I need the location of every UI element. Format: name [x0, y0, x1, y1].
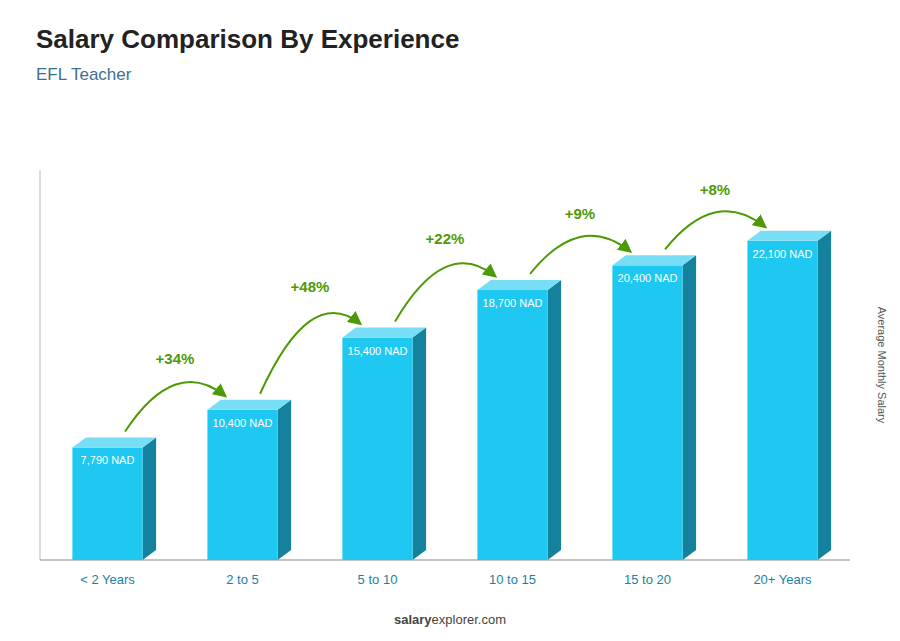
change-label: +9%: [565, 205, 595, 222]
x-tick-label: 2 to 5: [226, 572, 259, 587]
bar: [612, 265, 682, 560]
bar-side: [548, 280, 562, 560]
x-tick-label: < 2 Years: [80, 572, 135, 587]
footer-part: salary: [394, 612, 432, 627]
x-tick-label: 20+ Years: [753, 572, 812, 587]
bar: [342, 338, 412, 560]
change-arrow: [260, 313, 360, 394]
subtitle: EFL Teacher: [36, 65, 132, 84]
change-label: +34%: [156, 350, 195, 367]
x-tick-label: 5 to 10: [358, 572, 398, 587]
data-label: 15,400 NAD: [348, 345, 408, 357]
bar: [207, 410, 277, 560]
chart-container: Salary Comparison By Experience EFL Teach…: [0, 0, 900, 641]
y-axis-line: [40, 170, 41, 560]
y-axis-label: Average Monthly Salary: [876, 307, 888, 424]
bar-side: [818, 231, 832, 560]
bar-top: [207, 400, 291, 410]
bar-top: [747, 231, 831, 241]
bar-top: [342, 328, 426, 338]
bar-top: [477, 280, 561, 290]
bar-side: [683, 255, 697, 560]
bar: [72, 447, 142, 560]
bar-top: [612, 255, 696, 265]
bar: [747, 241, 817, 560]
change-arrow: [665, 211, 765, 249]
data-label: 22,100 NAD: [753, 248, 813, 260]
bar-side: [278, 400, 292, 560]
footer: salaryexplorer.com: [394, 612, 506, 627]
change-arrow: [530, 236, 630, 274]
bar: [477, 290, 547, 560]
data-label: 18,700 NAD: [483, 297, 543, 309]
bars: [72, 231, 831, 560]
chart-svg: Salary Comparison By Experience EFL Teach…: [0, 0, 900, 641]
change-label: +48%: [291, 278, 330, 295]
x-tick-label: 10 to 15: [489, 572, 536, 587]
change-arrow: [395, 263, 495, 321]
x-tick-label: 15 to 20: [624, 572, 671, 587]
footer-part: explorer.com: [432, 612, 506, 627]
x-axis-line: [40, 560, 850, 561]
change-label: +22%: [426, 230, 465, 247]
data-label: 20,400 NAD: [618, 272, 678, 284]
data-label: 7,790 NAD: [81, 454, 135, 466]
bar-top: [72, 437, 156, 447]
data-label: 10,400 NAD: [213, 417, 273, 429]
bar-side: [143, 437, 157, 560]
change-arrow: [125, 382, 225, 432]
change-label: +8%: [700, 181, 730, 198]
bar-side: [413, 328, 427, 560]
title: Salary Comparison By Experience: [36, 24, 459, 54]
